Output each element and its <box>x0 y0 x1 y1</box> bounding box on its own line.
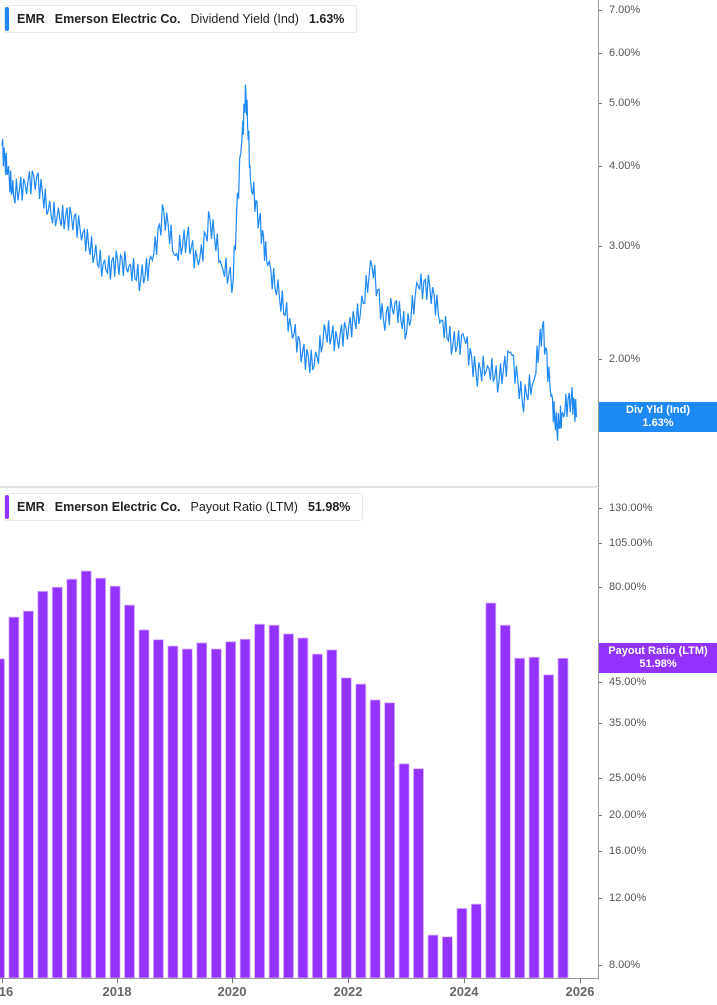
payout-ratio-bar[interactable] <box>124 604 135 978</box>
x-tick <box>117 978 118 983</box>
payout-ratio-bar[interactable] <box>297 637 309 978</box>
payout-ratio-bar-chart <box>0 570 569 978</box>
y-axis-line <box>598 488 599 978</box>
y-tick: 5.00% <box>599 97 640 109</box>
payout-ratio-bar[interactable] <box>181 648 193 978</box>
payout-ratio-bar[interactable] <box>22 610 34 978</box>
x-label: 2024 <box>449 984 479 999</box>
payout-ratio-bar[interactable] <box>239 638 251 978</box>
y-tick: 2.00% <box>599 353 640 365</box>
payout-ratio-bar[interactable] <box>470 903 482 978</box>
payout-ratio-bar[interactable] <box>311 653 323 978</box>
payout-ratio-bar[interactable] <box>369 699 381 978</box>
y-tick: 25.00% <box>599 772 646 784</box>
payout-ratio-bar[interactable] <box>109 585 121 978</box>
badge-label: Payout Ratio (LTM) <box>608 645 708 657</box>
payout-ratio-bar[interactable] <box>413 768 424 978</box>
payout-ratio-bar[interactable] <box>51 586 63 978</box>
y-tick: 80.00% <box>599 581 646 593</box>
payout-ratio-bar[interactable] <box>254 623 266 978</box>
current-value-badge: Payout Ratio (LTM) 51.98% <box>599 643 717 673</box>
payout-ratio-bar[interactable] <box>514 657 526 978</box>
dividend-yield-line <box>1 84 578 441</box>
payout-ratio-bar[interactable] <box>557 657 569 978</box>
payout-ratio-bar[interactable] <box>283 633 294 978</box>
x-tick <box>2 978 3 983</box>
current-value-badge: Div Yld (Ind) 1.63% <box>599 402 717 432</box>
legend-company: Emerson Electric Co. <box>54 12 181 26</box>
legend-ticker: EMR <box>17 500 45 514</box>
x-label: 2026 <box>565 984 595 999</box>
payout-ratio-bar[interactable] <box>485 602 497 978</box>
series-color-swatch <box>5 7 9 31</box>
x-tick <box>232 978 233 983</box>
y-tick: 4.00% <box>599 160 640 172</box>
x-label: 16 <box>0 984 14 999</box>
y-axis-line <box>598 0 599 487</box>
payout-ratio-bar[interactable] <box>225 641 237 978</box>
x-label: 2018 <box>102 984 132 999</box>
payout-ratio-bar[interactable] <box>37 590 49 978</box>
payout-ratio-bar[interactable] <box>268 624 280 978</box>
payout-ratio-bar[interactable] <box>196 642 208 978</box>
payout-ratio-bar[interactable] <box>528 656 540 978</box>
payout-ratio-bar[interactable] <box>152 639 164 978</box>
dividend-yield-panel: EMR Emerson Electric Co. Dividend Yield … <box>0 0 717 487</box>
payout-ratio-bar[interactable] <box>80 570 92 978</box>
legend-company: Emerson Electric Co. <box>54 500 181 514</box>
y-tick: 20.00% <box>599 809 646 821</box>
payout-ratio-bar[interactable] <box>543 674 554 978</box>
payout-ratio-bar[interactable] <box>326 649 338 978</box>
y-tick: 35.00% <box>599 717 646 729</box>
series-color-swatch <box>5 495 9 519</box>
payout-ratio-bar[interactable] <box>384 702 396 978</box>
payout-ratio-bar[interactable] <box>456 907 468 978</box>
payout-ratio-bar[interactable] <box>499 624 511 978</box>
payout-ratio-bar[interactable] <box>8 616 20 978</box>
y-tick: 6.00% <box>599 47 640 59</box>
panel-divider[interactable] <box>0 486 598 488</box>
y-tick: 7.00% <box>599 4 640 16</box>
y-tick: 8.00% <box>599 959 640 971</box>
payout-ratio-bar[interactable] <box>398 763 410 978</box>
dividend-yield-legend[interactable]: EMR Emerson Electric Co. Dividend Yield … <box>4 5 358 33</box>
y-tick: 16.00% <box>599 845 646 857</box>
payout-ratio-legend[interactable]: EMR Emerson Electric Co. Payout Ratio (L… <box>4 493 364 521</box>
badge-value: 1.63% <box>642 417 674 429</box>
payout-ratio-bar[interactable] <box>167 645 179 978</box>
payout-ratio-bar[interactable] <box>95 577 106 978</box>
legend-metric: Dividend Yield (Ind) <box>190 12 299 26</box>
payout-ratio-bar[interactable] <box>355 683 367 978</box>
payout-ratio-bar[interactable] <box>427 934 439 978</box>
badge-label: Div Yld (Ind) <box>626 404 690 416</box>
x-axis-line <box>0 978 599 979</box>
legend-metric: Payout Ratio (LTM) <box>190 500 298 514</box>
y-tick: 105.00% <box>599 537 652 549</box>
x-label: 2022 <box>333 984 363 999</box>
x-label: 2020 <box>217 984 247 999</box>
legend-value: 1.63% <box>308 12 345 26</box>
y-tick: 3.00% <box>599 240 640 252</box>
badge-value: 51.98% <box>639 658 677 670</box>
payout-ratio-bar[interactable] <box>138 629 150 978</box>
payout-ratio-bar[interactable] <box>210 648 222 978</box>
payout-ratio-bar[interactable] <box>0 658 5 978</box>
payout-ratio-bar[interactable] <box>340 677 352 978</box>
payout-ratio-bar[interactable] <box>441 936 453 978</box>
legend-value: 51.98% <box>307 500 351 514</box>
x-tick <box>348 978 349 983</box>
x-tick <box>580 978 581 983</box>
y-tick: 12.00% <box>599 892 646 904</box>
y-tick: 130.00% <box>599 502 652 514</box>
x-tick <box>464 978 465 983</box>
payout-ratio-panel: EMR Emerson Electric Co. Payout Ratio (L… <box>0 488 717 978</box>
y-tick: 45.00% <box>599 676 646 688</box>
legend-ticker: EMR <box>17 12 45 26</box>
payout-ratio-bar[interactable] <box>66 578 78 978</box>
dividend-yield-line-chart <box>1 84 578 441</box>
